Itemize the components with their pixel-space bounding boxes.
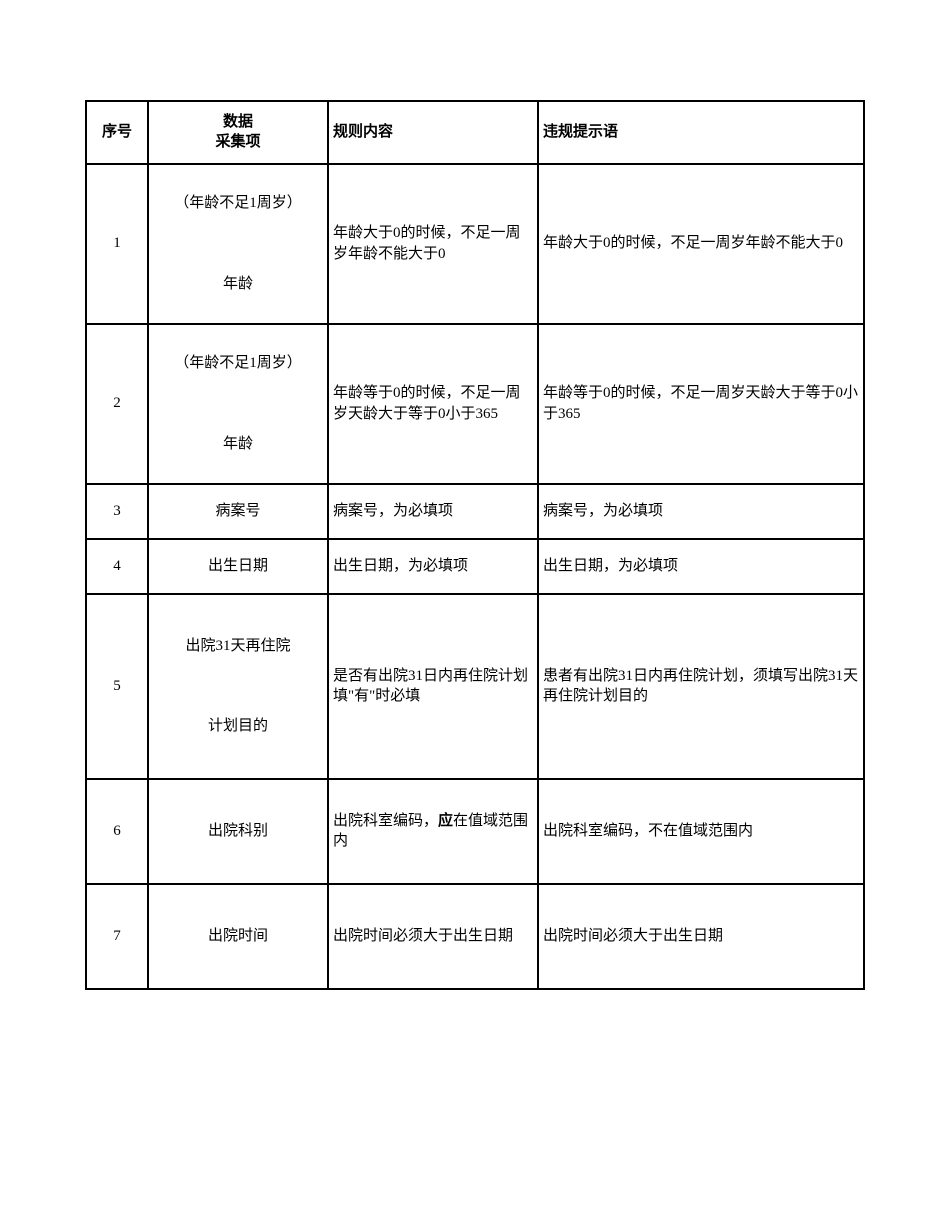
header-rule: 规则内容 — [328, 101, 538, 164]
item-main-text: 出生日期 — [153, 556, 323, 576]
cell-seq: 6 — [86, 779, 148, 884]
table-row: 2 （年龄不足1周岁） 年龄 年龄等于0的时候，不足一周岁天龄大于等于0小于36… — [86, 324, 864, 484]
cell-rule: 出生日期，为必填项 — [328, 539, 538, 594]
cell-item: （年龄不足1周岁） 年龄 — [148, 324, 328, 484]
cell-msg: 病案号，为必填项 — [538, 484, 864, 539]
cell-rule: 是否有出院31日内再住院计划填"有"时必填 — [328, 594, 538, 779]
cell-msg: 出院时间必须大于出生日期 — [538, 884, 864, 989]
header-item-line2: 采集项 — [215, 134, 260, 150]
cell-msg: 年龄等于0的时候，不足一周岁天龄大于等于0小于365 — [538, 324, 864, 484]
cell-item: 出院时间 — [148, 884, 328, 989]
cell-seq: 5 — [86, 594, 148, 779]
table-row: 6 出院科别 出院科室编码，应在值域范围内 出院科室编码，不在值域范围内 — [86, 779, 864, 884]
table-row: 7 出院时间 出院时间必须大于出生日期 出院时间必须大于出生日期 — [86, 884, 864, 989]
cell-item: 出院31天再住院 计划目的 — [148, 594, 328, 779]
item-main-text: 出院时间 — [153, 926, 323, 946]
table-row: 4 出生日期 出生日期，为必填项 出生日期，为必填项 — [86, 539, 864, 594]
cell-msg: 出院科室编码，不在值域范围内 — [538, 779, 864, 884]
cell-rule: 年龄大于0的时候，不足一周岁年龄不能大于0 — [328, 164, 538, 324]
item-main-text: 出院31天再住院 — [153, 636, 323, 656]
table-header-row: 序号 数据 采集项 规则内容 违规提示语 — [86, 101, 864, 164]
table-row: 5 出院31天再住院 计划目的 是否有出院31日内再住院计划填"有"时必填 患者… — [86, 594, 864, 779]
item-main-text: （年龄不足1周岁） — [153, 353, 323, 373]
header-item: 数据 采集项 — [148, 101, 328, 164]
cell-rule: 出院时间必须大于出生日期 — [328, 884, 538, 989]
cell-msg: 患者有出院31日内再住院计划，须填写出院31天再住院计划目的 — [538, 594, 864, 779]
cell-seq: 3 — [86, 484, 148, 539]
rule-bold: 应 — [438, 813, 453, 829]
rule-pre: 出院科室编码， — [333, 813, 438, 829]
table-row: 3 病案号 病案号，为必填项 病案号，为必填项 — [86, 484, 864, 539]
cell-seq: 2 — [86, 324, 148, 484]
table-row: 1 （年龄不足1周岁） 年龄 年龄大于0的时候，不足一周岁年龄不能大于0 年龄大… — [86, 164, 864, 324]
item-main-text: （年龄不足1周岁） — [153, 193, 323, 213]
cell-rule: 年龄等于0的时候，不足一周岁天龄大于等于0小于365 — [328, 324, 538, 484]
cell-seq: 4 — [86, 539, 148, 594]
header-msg: 违规提示语 — [538, 101, 864, 164]
cell-rule: 出院科室编码，应在值域范围内 — [328, 779, 538, 884]
cell-rule: 病案号，为必填项 — [328, 484, 538, 539]
item-sub-text: 计划目的 — [153, 716, 323, 736]
cell-msg: 年龄大于0的时候，不足一周岁年龄不能大于0 — [538, 164, 864, 324]
cell-item: 出院科别 — [148, 779, 328, 884]
item-main-text: 出院科别 — [153, 821, 323, 841]
cell-seq: 7 — [86, 884, 148, 989]
item-sub-text: 年龄 — [153, 434, 323, 454]
item-main-text: 病案号 — [153, 501, 323, 521]
cell-item: （年龄不足1周岁） 年龄 — [148, 164, 328, 324]
cell-msg: 出生日期，为必填项 — [538, 539, 864, 594]
cell-item: 病案号 — [148, 484, 328, 539]
item-sub-text: 年龄 — [153, 274, 323, 294]
header-seq: 序号 — [86, 101, 148, 164]
cell-seq: 1 — [86, 164, 148, 324]
cell-item: 出生日期 — [148, 539, 328, 594]
header-item-line1: 数据 — [223, 114, 253, 130]
rules-table: 序号 数据 采集项 规则内容 违规提示语 1 （年龄不足1周岁） 年龄 年龄大于… — [85, 100, 865, 990]
